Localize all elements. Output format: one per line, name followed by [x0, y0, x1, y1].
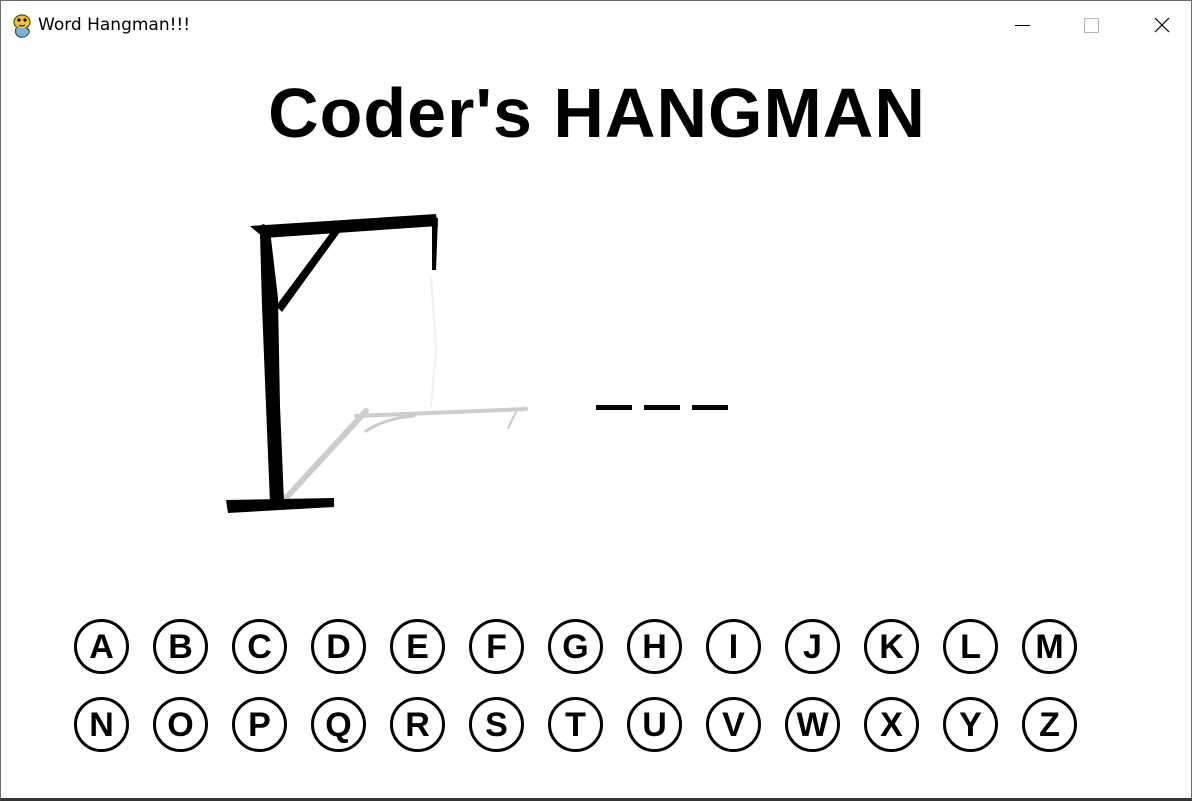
- letter-button-p[interactable]: P: [232, 697, 287, 752]
- minimize-icon: [1015, 25, 1030, 26]
- letter-blank: [644, 405, 680, 410]
- letter-button-v[interactable]: V: [706, 697, 761, 752]
- letter-button-f[interactable]: F: [469, 619, 524, 674]
- title-bar[interactable]: Word Hangman!!!: [1, 1, 1191, 49]
- letter-button-o[interactable]: O: [153, 697, 208, 752]
- letter-blank: [596, 405, 632, 410]
- letter-button-y[interactable]: Y: [943, 697, 998, 752]
- word-blanks: [596, 391, 728, 410]
- gallows-drawing: [216, 206, 536, 521]
- gallows-post: [252, 224, 284, 503]
- close-icon: [1154, 17, 1170, 33]
- game-title: Coder's HANGMAN: [268, 74, 926, 152]
- letter-button-k[interactable]: K: [864, 619, 919, 674]
- letter-button-e[interactable]: E: [390, 619, 445, 674]
- gallows-base: [226, 498, 334, 513]
- letter-button-a[interactable]: A: [74, 619, 129, 674]
- window-title: Word Hangman!!!: [38, 15, 191, 35]
- letter-button-z[interactable]: Z: [1022, 697, 1077, 752]
- letter-button-q[interactable]: Q: [311, 697, 366, 752]
- gallows-rope: [432, 218, 438, 270]
- letter-button-c[interactable]: C: [232, 619, 287, 674]
- letter-button-u[interactable]: U: [627, 697, 682, 752]
- letter-button-n[interactable]: N: [74, 697, 129, 752]
- close-button[interactable]: [1126, 1, 1191, 49]
- letter-button-l[interactable]: L: [943, 619, 998, 674]
- letter-button-d[interactable]: D: [311, 619, 366, 674]
- gallows-beam: [250, 214, 438, 238]
- letter-button-t[interactable]: T: [548, 697, 603, 752]
- letter-button-j[interactable]: J: [785, 619, 840, 674]
- letter-button-b[interactable]: B: [153, 619, 208, 674]
- letter-button-i[interactable]: I: [706, 619, 761, 674]
- letter-button-s[interactable]: S: [469, 697, 524, 752]
- letter-blank: [692, 405, 728, 410]
- letter-button-x[interactable]: X: [864, 697, 919, 752]
- gallows-brace: [276, 228, 340, 312]
- minimize-button[interactable]: [988, 1, 1056, 49]
- maximize-button[interactable]: [1057, 1, 1125, 49]
- faint-ghost-gallows: [283, 275, 528, 501]
- python-snake-icon: [10, 13, 34, 39]
- letter-button-g[interactable]: G: [548, 619, 603, 674]
- letter-button-w[interactable]: W: [785, 697, 840, 752]
- letter-button-m[interactable]: M: [1022, 619, 1077, 674]
- letter-button-r[interactable]: R: [390, 697, 445, 752]
- maximize-icon: [1084, 18, 1099, 33]
- letter-button-h[interactable]: H: [627, 619, 682, 674]
